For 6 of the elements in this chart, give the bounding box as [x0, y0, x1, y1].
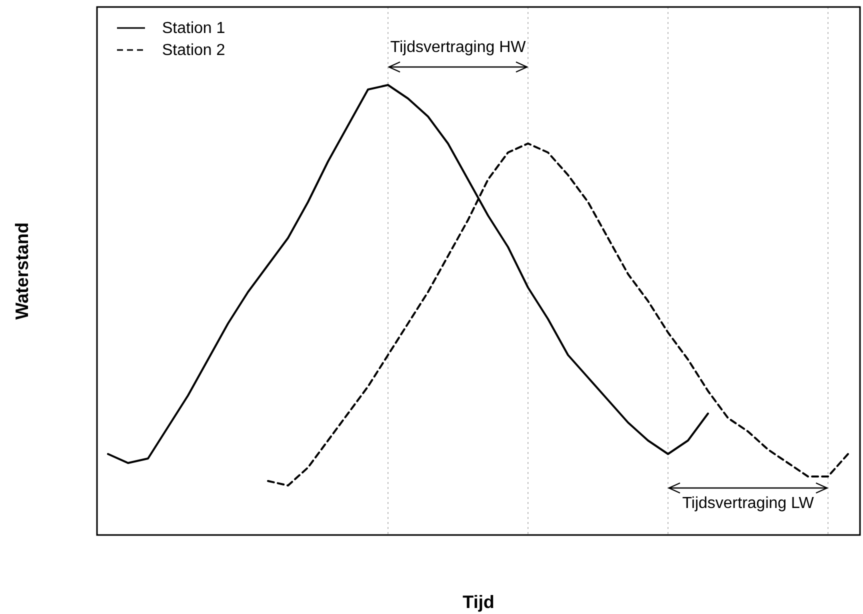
y-axis-title: Waterstand	[12, 222, 32, 320]
annotation: Tijdsvertraging LW	[682, 495, 815, 512]
legend-label: Station 1	[162, 20, 226, 37]
x-axis-title: Tijd	[462, 592, 494, 612]
legend-label: Station 2	[162, 42, 226, 59]
text: Tijdsvertraging HW	[390, 39, 527, 56]
